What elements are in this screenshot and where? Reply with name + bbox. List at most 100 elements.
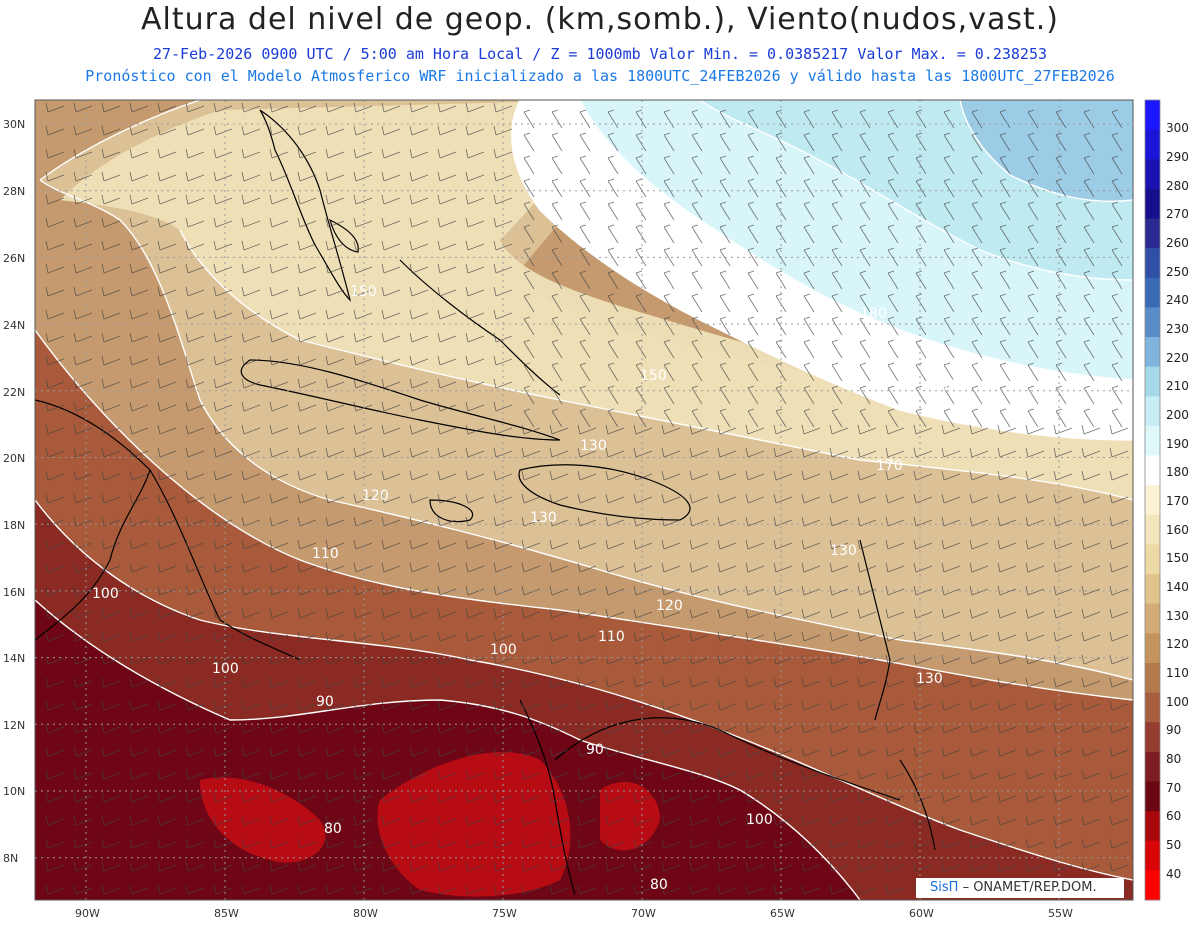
wind-barb xyxy=(831,362,843,382)
wind-barb xyxy=(605,723,625,734)
wind-barb xyxy=(663,408,675,428)
wind-barb xyxy=(913,516,933,527)
wind-barb xyxy=(915,132,927,152)
wind-barb xyxy=(775,224,787,244)
wind-barb xyxy=(353,654,373,665)
wind-barb xyxy=(241,562,261,573)
wind-barb xyxy=(607,316,619,336)
scale-frame xyxy=(1144,99,1161,901)
wind-barb xyxy=(803,339,815,359)
wind-barb xyxy=(1027,385,1039,405)
wind-barb xyxy=(101,424,121,435)
wind-barb xyxy=(831,293,843,313)
wind-barb xyxy=(101,148,121,159)
wind-barb xyxy=(605,861,625,872)
wind-barb xyxy=(325,148,345,159)
wind-barb xyxy=(801,539,821,550)
wind-barb xyxy=(605,884,625,895)
wind-barb xyxy=(915,339,927,359)
wind-barb xyxy=(353,792,373,803)
wind-barb xyxy=(101,332,121,343)
wind-barb xyxy=(1083,201,1095,221)
wind-barb xyxy=(1053,677,1073,688)
wind-barb xyxy=(941,769,961,780)
wind-barb xyxy=(801,493,821,504)
scale-swatch xyxy=(1145,366,1160,397)
wind-barb xyxy=(915,201,927,221)
wind-barb xyxy=(381,493,401,504)
wind-barb xyxy=(465,470,485,481)
wind-barb xyxy=(213,424,233,435)
wind-barb xyxy=(493,516,513,527)
wind-barb xyxy=(325,631,345,642)
wind-barb xyxy=(691,178,703,198)
contour-label: 130 xyxy=(580,438,607,454)
wind-barb xyxy=(465,355,485,366)
wind-barb xyxy=(633,815,653,826)
wind-barb xyxy=(999,247,1011,267)
scale-label: 70 xyxy=(1166,781,1181,795)
wind-barb xyxy=(551,385,563,405)
wind-barb xyxy=(663,293,675,313)
wind-barb xyxy=(45,286,65,297)
wind-barb xyxy=(579,293,591,313)
wind-barb xyxy=(887,132,899,152)
wind-barb xyxy=(241,148,261,159)
wind-barb xyxy=(213,723,233,734)
wind-barb xyxy=(579,316,591,336)
wind-barb xyxy=(577,815,597,826)
color-scale-labels: 300 290 280 270 260 250 240 230 220 210 … xyxy=(1166,121,1189,881)
wind-barb xyxy=(129,171,149,182)
wind-barb xyxy=(297,838,317,849)
wind-barb xyxy=(1109,493,1129,504)
wind-barb xyxy=(913,700,933,711)
wind-barb xyxy=(381,332,401,343)
wind-barb xyxy=(689,470,709,481)
wind-barb xyxy=(997,861,1017,872)
wind-barb xyxy=(885,424,905,435)
wind-barb xyxy=(409,470,429,481)
wind-barb xyxy=(45,700,65,711)
wind-barb xyxy=(1053,539,1073,550)
wind-barb xyxy=(157,309,177,320)
wind-barb xyxy=(157,838,177,849)
wind-barb xyxy=(465,309,485,320)
wind-barb xyxy=(717,424,737,435)
wind-barb xyxy=(885,723,905,734)
wind-barb xyxy=(551,155,563,175)
wind-barb xyxy=(157,700,177,711)
wind-barb xyxy=(409,148,429,159)
wind-barb xyxy=(381,539,401,550)
wind-barb xyxy=(409,125,429,136)
wind-barb xyxy=(437,815,457,826)
contour-lines xyxy=(35,100,1133,900)
wind-barb xyxy=(1025,493,1045,504)
wind-barb xyxy=(129,194,149,205)
wind-barb xyxy=(887,362,899,382)
wind-barb xyxy=(605,631,625,642)
wind-barb xyxy=(241,171,261,182)
wind-barb xyxy=(745,470,765,481)
wind-barb xyxy=(465,171,485,182)
wind-barbs xyxy=(45,102,1129,895)
wind-barb xyxy=(831,109,843,129)
wind-barb xyxy=(943,224,955,244)
wind-barb xyxy=(73,148,93,159)
wind-barb xyxy=(1025,746,1045,757)
wind-barb xyxy=(801,447,821,458)
scale-swatch xyxy=(1145,248,1160,279)
wind-barb xyxy=(353,355,373,366)
wind-barb xyxy=(213,631,233,642)
wind-barb xyxy=(885,608,905,619)
wind-barb xyxy=(579,247,591,267)
model-init-info: Pronóstico con el Modelo Atmosferico WRF… xyxy=(85,67,1115,85)
wind-barb xyxy=(857,861,877,872)
contour-label: 180 xyxy=(930,378,957,394)
wind-barb xyxy=(661,424,681,435)
wind-barb xyxy=(437,631,457,642)
wind-barb xyxy=(801,815,821,826)
wind-barb xyxy=(521,769,541,780)
wind-barb xyxy=(325,309,345,320)
wind-barb xyxy=(605,677,625,688)
wind-barb xyxy=(1025,838,1045,849)
